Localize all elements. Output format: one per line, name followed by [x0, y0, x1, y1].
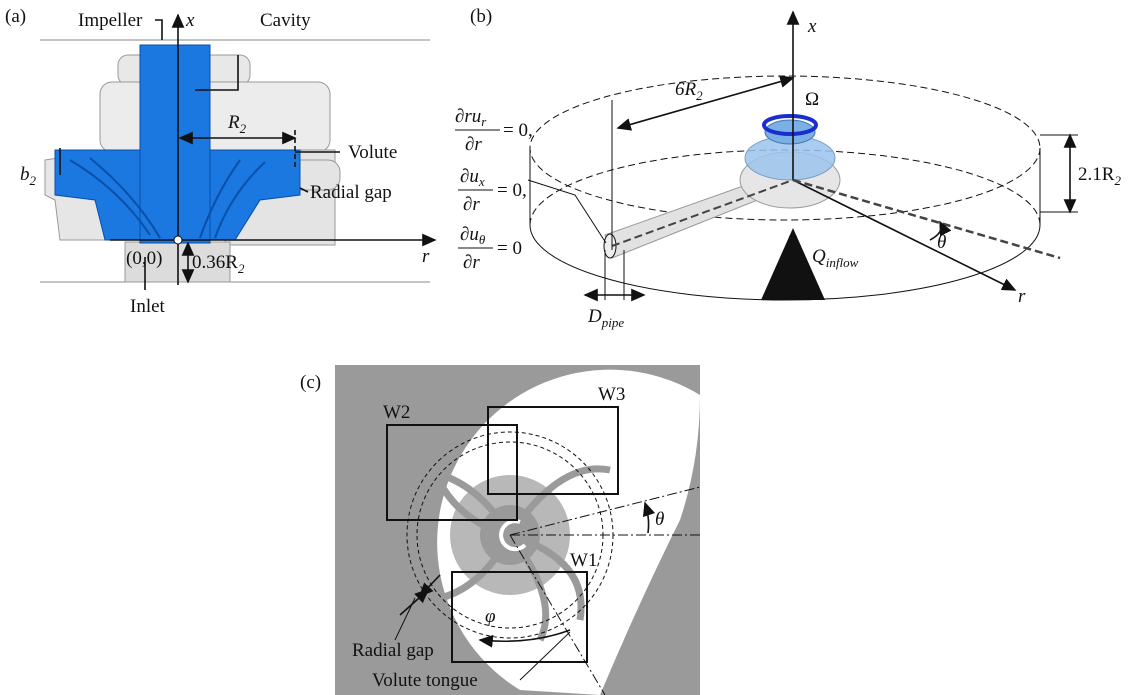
- label: Ω: [805, 89, 819, 110]
- base: 6R: [675, 79, 697, 100]
- label: Impeller: [78, 10, 143, 31]
- label: 0.36R2: [192, 252, 245, 276]
- label: θ: [655, 509, 664, 530]
- numerator: ∂rur: [455, 106, 487, 129]
- axis-label: x: [807, 16, 817, 37]
- label: Qinflow: [812, 246, 859, 270]
- origin: [174, 236, 182, 244]
- axis-label: r: [422, 246, 430, 267]
- sub: 2: [240, 121, 247, 136]
- window-label: W3: [598, 384, 625, 405]
- rhs: = 0,: [503, 120, 533, 141]
- sub: θ: [479, 232, 486, 247]
- label: (0,0): [126, 248, 162, 269]
- base: 2.1R: [1078, 164, 1115, 185]
- leader: [528, 180, 606, 243]
- sub: 2: [30, 173, 37, 188]
- label: b2: [20, 164, 37, 188]
- panel-c: (c) W2 W3 W1 θ φ Radial gap Volute tongu…: [300, 365, 700, 695]
- condition: ∂ux ∂r = 0,: [458, 166, 527, 215]
- impeller-shaft: [140, 45, 210, 243]
- label: Volute: [348, 142, 397, 163]
- window-label: W2: [383, 402, 410, 423]
- sub: inflow: [826, 255, 859, 270]
- axis-label: x: [185, 10, 195, 31]
- label: 2.1R2: [1078, 164, 1121, 188]
- base: ∂ru: [455, 106, 481, 127]
- axis-label: r: [1018, 286, 1026, 307]
- condition: ∂uθ ∂r = 0: [458, 224, 522, 273]
- panel-b: (b) x 6R2 Ω 2.1R2 θ Qinflow r Dpipe ∂rur…: [455, 6, 1121, 330]
- panel-label: (a): [5, 6, 26, 27]
- label: θ: [937, 232, 946, 253]
- base: ∂u: [460, 166, 479, 187]
- figure: (a) Impeller x Cavity R2 Volute b2 Radia…: [0, 0, 1137, 695]
- label: Volute tongue: [372, 670, 478, 691]
- label: Radial gap: [310, 182, 392, 203]
- denominator: ∂r: [465, 134, 482, 155]
- label: φ: [485, 606, 496, 627]
- panel-label: (b): [470, 6, 492, 27]
- pipe-axis: [612, 180, 793, 246]
- rhs: = 0: [497, 238, 522, 259]
- label: 6R2: [675, 79, 703, 103]
- condition: ∂rur ∂r = 0,: [455, 106, 533, 155]
- base: b: [20, 164, 30, 185]
- sub: 2: [238, 261, 245, 276]
- panel-label: (c): [300, 372, 321, 393]
- base: R: [227, 112, 240, 133]
- window-label: W1: [570, 550, 597, 571]
- label: Cavity: [260, 10, 311, 31]
- sub: 2: [1114, 173, 1121, 188]
- label: Dpipe: [587, 306, 624, 330]
- base: D: [587, 306, 602, 327]
- sub: r: [481, 114, 487, 129]
- denominator: ∂r: [463, 194, 480, 215]
- sub: x: [478, 174, 485, 189]
- base: 0.36R: [192, 252, 238, 273]
- numerator: ∂uθ: [460, 224, 486, 247]
- panel-a: (a) Impeller x Cavity R2 Volute b2 Radia…: [5, 6, 435, 317]
- base: Q: [812, 246, 826, 267]
- numerator: ∂ux: [460, 166, 485, 189]
- sub: 2: [696, 88, 703, 103]
- sub: pipe: [601, 315, 625, 330]
- label: Radial gap: [352, 640, 434, 661]
- denominator: ∂r: [463, 252, 480, 273]
- label: Inlet: [130, 296, 166, 317]
- base: ∂u: [460, 224, 479, 245]
- rhs: = 0,: [497, 180, 527, 201]
- height-extent: [1040, 135, 1078, 212]
